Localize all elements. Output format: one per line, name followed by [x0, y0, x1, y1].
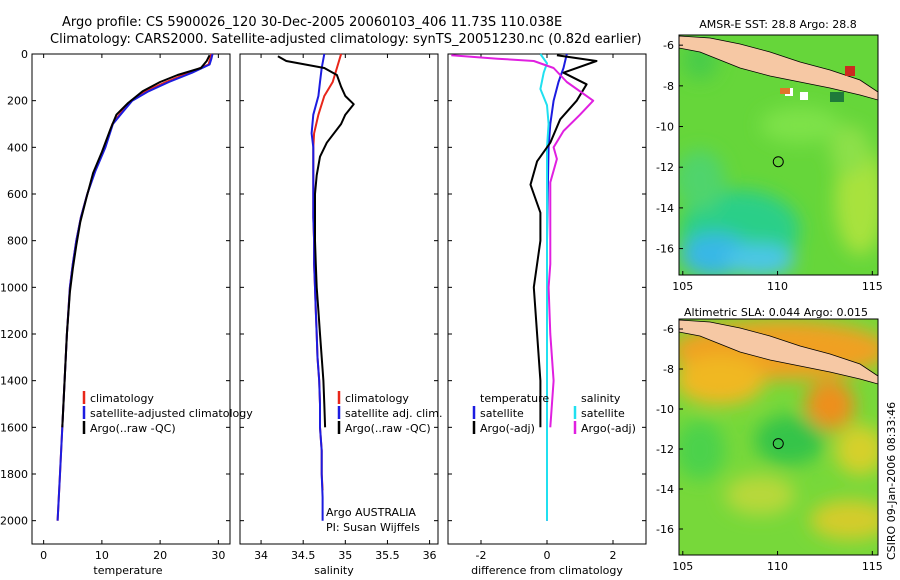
lat-tick-label: -10	[656, 403, 674, 416]
temperature-series: 0 10 20 30	[40, 53, 225, 562]
x-tick-label: 0	[544, 549, 551, 562]
temperature-axes-frame	[31, 53, 231, 545]
depth-tick-label: 1800	[0, 468, 28, 481]
sst-map-title: AMSR-E SST: 28.8 Argo: 28.8	[699, 18, 857, 31]
legend-label-argo: Argo(..raw -QC)	[90, 422, 176, 435]
lat-tick-label: -6	[663, 39, 674, 52]
x-tick-label: 30	[211, 549, 225, 562]
series-line-salinity-satellite	[539, 53, 550, 521]
lat-tick-label: -6	[663, 323, 674, 336]
sla-map-title: Altimetric SLA: 0.044 Argo: 0.015	[684, 306, 868, 319]
series-line-argo-raw-qc-	[61, 54, 211, 428]
lat-tick-label: -16	[656, 523, 674, 536]
sla-lon-ticks: 105 110 115	[672, 551, 883, 573]
lat-tick-label: -8	[663, 363, 674, 376]
lat-tick-label: -8	[663, 80, 674, 93]
depth-tick-label: 0	[21, 48, 28, 61]
lat-tick-label: -14	[656, 483, 674, 496]
sla-map: 105 110 115 -6 -8 -10 -12 -14 -16	[656, 318, 883, 573]
sst-land	[679, 35, 878, 101]
sst-frame	[678, 34, 879, 276]
lon-tick-label: 105	[672, 280, 693, 293]
lat-tick-label: -14	[656, 202, 674, 215]
sla-lat-ticks: -6 -8 -10 -12 -14 -16	[656, 323, 683, 536]
legend-label-climatology: climatology	[345, 392, 409, 405]
legend-group-salinity: salinity	[581, 392, 621, 405]
depth-tick-label: 400	[7, 141, 28, 154]
lat-tick-label: -12	[656, 443, 674, 456]
salinity-axes-frame	[239, 53, 439, 545]
legend-label-temp-argo: Argo(-adj)	[480, 422, 535, 435]
lat-tick-label: -10	[656, 121, 674, 134]
argo-australia-note: Argo AUSTRALIA	[326, 506, 416, 519]
series-line-temperature-argo-adj-	[529, 54, 598, 428]
title-line-2: Climatology: CARS2000. Satellite-adjuste…	[50, 32, 642, 47]
x-tick-label: 34.5	[291, 549, 316, 562]
argo-location-marker	[772, 438, 784, 450]
salinity-legend: climatology satellite adj. clim. Argo(..…	[326, 391, 442, 534]
depth-tick-label: 1000	[0, 281, 28, 294]
legend-label-sal-satellite: satellite	[581, 407, 625, 420]
salinity-axis-label: salinity	[314, 564, 354, 577]
pi-note: PI: Susan Wijffels	[326, 521, 420, 534]
x-tick-label: 20	[153, 549, 167, 562]
lon-tick-label: 110	[767, 560, 788, 573]
lon-tick-label: 110	[767, 280, 788, 293]
difference-axis-label: difference from climatology	[471, 564, 623, 577]
series-line-argo-raw-qc-	[277, 55, 355, 428]
depth-tick-label: 1200	[0, 328, 28, 341]
argo-location-marker	[772, 156, 784, 168]
series-line-satellite-adj-clim-	[310, 53, 326, 521]
sst-map: 105 110 115 -6 -8 -10 -12 -14 -16	[656, 34, 883, 293]
difference-legend: temperature satellite Argo(-adj) salinit…	[472, 392, 636, 435]
sla-land	[679, 319, 878, 385]
difference-series: -2 0 2	[451, 53, 617, 562]
lon-tick-label: 115	[862, 280, 883, 293]
temperature-axis-label: temperature	[93, 564, 162, 577]
lat-tick-label: -12	[656, 161, 674, 174]
depth-tick-labels: 0 200 400 600 800 1000 1200 1400 1600 1800 2000	[0, 48, 646, 528]
legend-label-satellite: satellite-adjusted climatology	[90, 407, 253, 420]
legend-label-sal-argo: Argo(-adj)	[581, 422, 636, 435]
x-tick-label: -2	[476, 549, 487, 562]
legend-label-climatology: climatology	[90, 392, 154, 405]
depth-tick-label: 200	[7, 95, 28, 108]
sla-frame	[678, 318, 879, 556]
depth-tick-label: 2000	[0, 515, 28, 528]
legend-group-temperature: temperature	[480, 392, 549, 405]
lat-tick-label: -16	[656, 243, 674, 256]
x-tick-label: 0	[40, 549, 47, 562]
legend-label-temp-satellite: satellite	[480, 407, 524, 420]
depth-tick-label: 1400	[0, 375, 28, 388]
lon-tick-label: 115	[862, 560, 883, 573]
salinity-panel	[239, 53, 439, 545]
sst-lon-ticks: 105 110 115	[672, 271, 883, 293]
x-tick-label: 10	[95, 549, 109, 562]
legend-label-satellite: satellite adj. clim.	[345, 407, 442, 420]
temperature-legend: climatology satellite-adjusted climatolo…	[82, 391, 253, 435]
temperature-panel	[31, 53, 231, 545]
x-tick-label: 35	[338, 549, 352, 562]
legend-label-argo: Argo(..raw -QC)	[345, 422, 431, 435]
x-tick-label: 34	[254, 549, 268, 562]
depth-tick-label: 800	[7, 235, 28, 248]
title-line-1: Argo profile: CS 5900026_120 30-Dec-2005…	[62, 15, 562, 30]
sst-lat-ticks: -6 -8 -10 -12 -14 -16	[656, 39, 683, 256]
x-tick-label: 2	[610, 549, 617, 562]
x-tick-label: 35.5	[375, 549, 400, 562]
x-tick-label: 36	[423, 549, 437, 562]
lon-tick-label: 105	[672, 560, 693, 573]
credit-text: CSIRO 09-Jan-2006 08:33:46	[885, 402, 898, 560]
salinity-series: 34 34.5 35 35.5 36	[254, 53, 437, 562]
depth-tick-label: 600	[7, 188, 28, 201]
depth-tick-label: 1600	[0, 421, 28, 434]
series-line-salinity-argo-adj-	[451, 54, 595, 428]
